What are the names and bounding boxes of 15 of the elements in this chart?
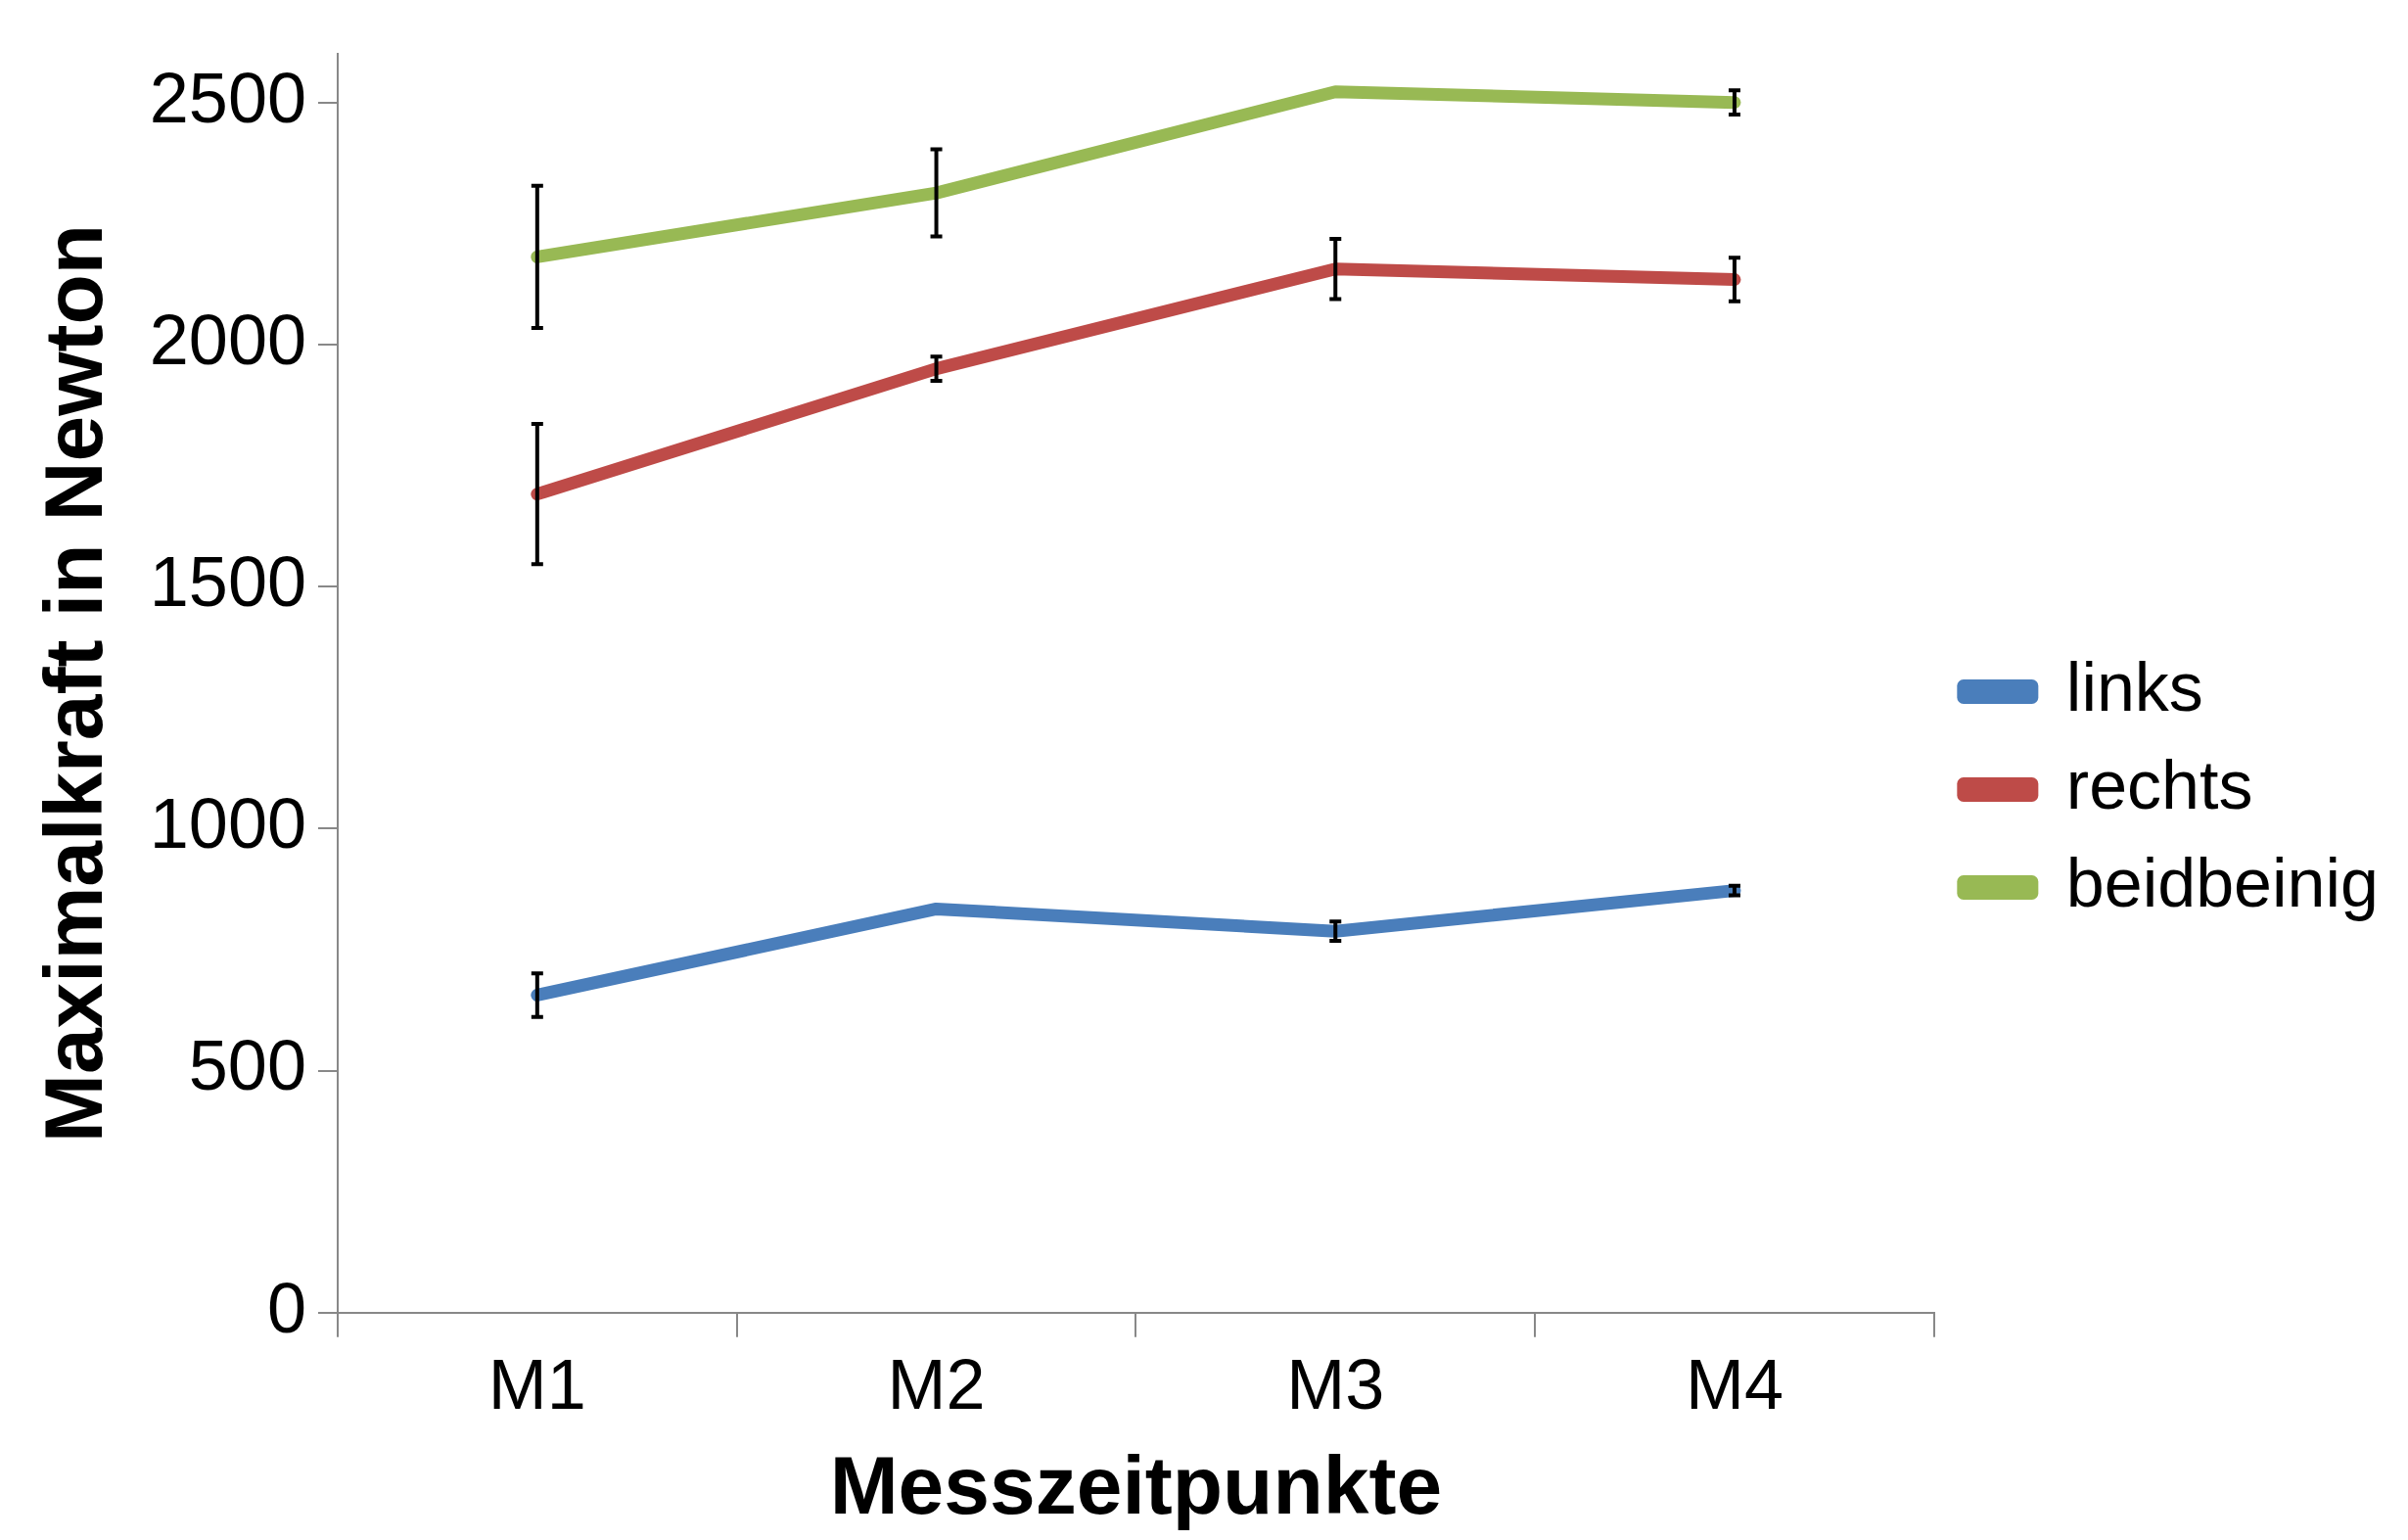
legend-label: rechts [2065,746,2253,823]
y-tick-label: 2000 [149,300,306,379]
x-tick-label: M1 [487,1344,586,1423]
legend-label: beidbeinig [2065,844,2379,921]
y-tick-label: 1000 [149,784,306,863]
y-axis-title: Maximalkraft in Newton [26,223,119,1143]
x-tick-label: M2 [887,1344,986,1423]
x-axis-title: Messzeitpunkte [829,1438,1443,1531]
y-tick-label: 0 [266,1268,306,1347]
x-tick-label: M3 [1286,1344,1385,1423]
x-tick-label: M4 [1685,1344,1783,1423]
y-tick-label: 1500 [149,541,306,621]
y-tick-label: 500 [188,1026,306,1105]
y-tick-label: 2500 [149,58,306,137]
legend-label: links [2065,648,2203,725]
